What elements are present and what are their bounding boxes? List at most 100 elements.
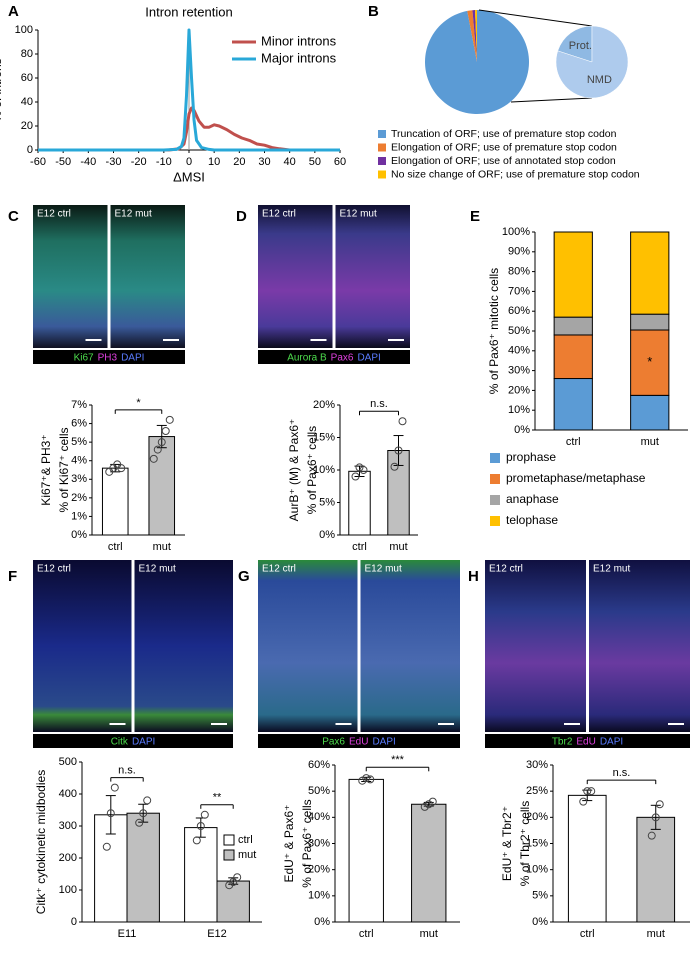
x-tick-label: 60 bbox=[334, 156, 346, 168]
legend-label: Major introns bbox=[261, 50, 337, 65]
stain-name: EdU bbox=[576, 736, 595, 747]
stain-legend: Citk DAPI bbox=[111, 736, 156, 747]
y-tick-label: 500 bbox=[59, 756, 77, 768]
y-tick-label: 400 bbox=[59, 788, 77, 800]
data-point bbox=[398, 417, 407, 426]
y-axis-label: % of introns bbox=[0, 58, 4, 121]
data-point bbox=[579, 797, 588, 806]
panel-letter: E bbox=[470, 208, 480, 225]
image-label: E12 ctrl bbox=[37, 564, 71, 575]
stain-legend: Tbr2 EdU DAPI bbox=[552, 736, 623, 747]
image-label: E12 mut bbox=[593, 564, 630, 575]
data-point bbox=[106, 809, 115, 818]
x-tick-label: ctrl bbox=[566, 436, 581, 448]
y-tick-label: 30% bbox=[508, 365, 530, 377]
micrograph bbox=[589, 560, 690, 732]
image-label: E12 mut bbox=[365, 564, 402, 575]
bar bbox=[126, 812, 160, 923]
y-tick-label: 25% bbox=[526, 785, 548, 797]
inset-connector bbox=[510, 97, 593, 103]
image-label: E12 ctrl bbox=[37, 209, 71, 220]
legend-swatch bbox=[490, 453, 500, 463]
y-tick-label: 5% bbox=[319, 496, 335, 508]
y-tick-label: 15% bbox=[526, 837, 548, 849]
data-point bbox=[651, 813, 660, 822]
stain-name: Pax6 bbox=[322, 736, 345, 747]
y-tick-label: 20% bbox=[308, 864, 330, 876]
micrograph bbox=[335, 205, 410, 348]
stain-name: PH3 bbox=[98, 352, 118, 363]
bar-segment bbox=[553, 231, 593, 318]
y-tick-label: 0% bbox=[314, 916, 330, 928]
x-tick-label: -20 bbox=[131, 156, 147, 168]
x-tick-label: -50 bbox=[55, 156, 71, 168]
inset-slice bbox=[555, 25, 629, 99]
x-tick-label: mut bbox=[153, 541, 171, 553]
stain-bar bbox=[33, 734, 233, 748]
data-point bbox=[143, 796, 152, 805]
x-axis-label: ΔMSI bbox=[173, 169, 205, 184]
x-tick-label: -30 bbox=[106, 156, 122, 168]
inset-label: Prot. bbox=[569, 40, 592, 52]
y-tick-label: 40 bbox=[21, 96, 33, 108]
legend-label: ctrl bbox=[238, 834, 253, 846]
panel-letter: H bbox=[468, 568, 479, 585]
data-point bbox=[139, 809, 148, 818]
annotation: * bbox=[647, 354, 652, 369]
stain-name: DAPI bbox=[357, 352, 380, 363]
legend-swatch bbox=[490, 495, 500, 505]
bar-segment bbox=[553, 334, 593, 380]
chart-title: Intron retention bbox=[145, 4, 232, 19]
data-point bbox=[428, 797, 437, 806]
micrograph bbox=[33, 560, 132, 732]
data-point bbox=[153, 445, 162, 454]
y-tick-label: 20 bbox=[21, 120, 33, 132]
stain-name: Citk bbox=[111, 736, 129, 747]
data-point bbox=[196, 822, 205, 830]
legend-label: anaphase bbox=[506, 492, 559, 506]
y-axis-label: % of Pax6⁺ cells bbox=[300, 799, 314, 887]
legend-label: Truncation of ORF; use of premature stop… bbox=[391, 128, 617, 140]
data-point bbox=[229, 878, 238, 886]
image-label: E12 mut bbox=[340, 209, 377, 220]
legend-label: telophase bbox=[506, 513, 558, 527]
panel-letter: B bbox=[368, 3, 379, 20]
x-tick-label: mut bbox=[420, 928, 438, 940]
y-tick-label: 1% bbox=[71, 510, 87, 522]
micrograph bbox=[134, 560, 233, 732]
significance-label: ** bbox=[213, 792, 222, 804]
stain-bar bbox=[485, 734, 690, 748]
x-tick-label: 0 bbox=[186, 156, 192, 168]
series-line bbox=[38, 106, 340, 152]
stain-name: EdU bbox=[349, 736, 368, 747]
bar-segment bbox=[630, 231, 670, 315]
x-tick-label: 10 bbox=[208, 156, 220, 168]
bar-segment bbox=[553, 378, 593, 431]
data-point bbox=[165, 415, 174, 424]
data-point bbox=[233, 873, 242, 882]
significance-label: n.s. bbox=[370, 398, 388, 410]
bar-segment bbox=[630, 394, 670, 431]
y-tick-label: 20% bbox=[313, 399, 335, 411]
legend-swatch bbox=[490, 474, 500, 484]
y-tick-label: 300 bbox=[59, 820, 77, 832]
legend-label: Minor introns bbox=[261, 33, 337, 48]
legend-label: Elongation of ORF; use of annotated stop… bbox=[391, 155, 616, 167]
y-tick-label: 4% bbox=[71, 455, 87, 467]
y-tick-label: 30% bbox=[526, 759, 548, 771]
x-tick-label: mut bbox=[641, 436, 659, 448]
data-point bbox=[102, 842, 111, 851]
y-axis-label: Citk⁺ cytokinetic midbodies bbox=[34, 770, 48, 914]
bar bbox=[348, 470, 371, 536]
micrograph bbox=[33, 205, 108, 348]
data-point bbox=[359, 466, 368, 474]
y-tick-label: 40% bbox=[308, 811, 330, 823]
y-tick-label: 100 bbox=[15, 24, 33, 36]
x-tick-label: ctrl bbox=[359, 928, 374, 940]
micrograph bbox=[258, 205, 333, 348]
bar bbox=[216, 880, 250, 923]
pie-slice bbox=[472, 10, 477, 62]
data-point bbox=[366, 775, 375, 784]
x-tick-label: ctrl bbox=[352, 541, 367, 553]
